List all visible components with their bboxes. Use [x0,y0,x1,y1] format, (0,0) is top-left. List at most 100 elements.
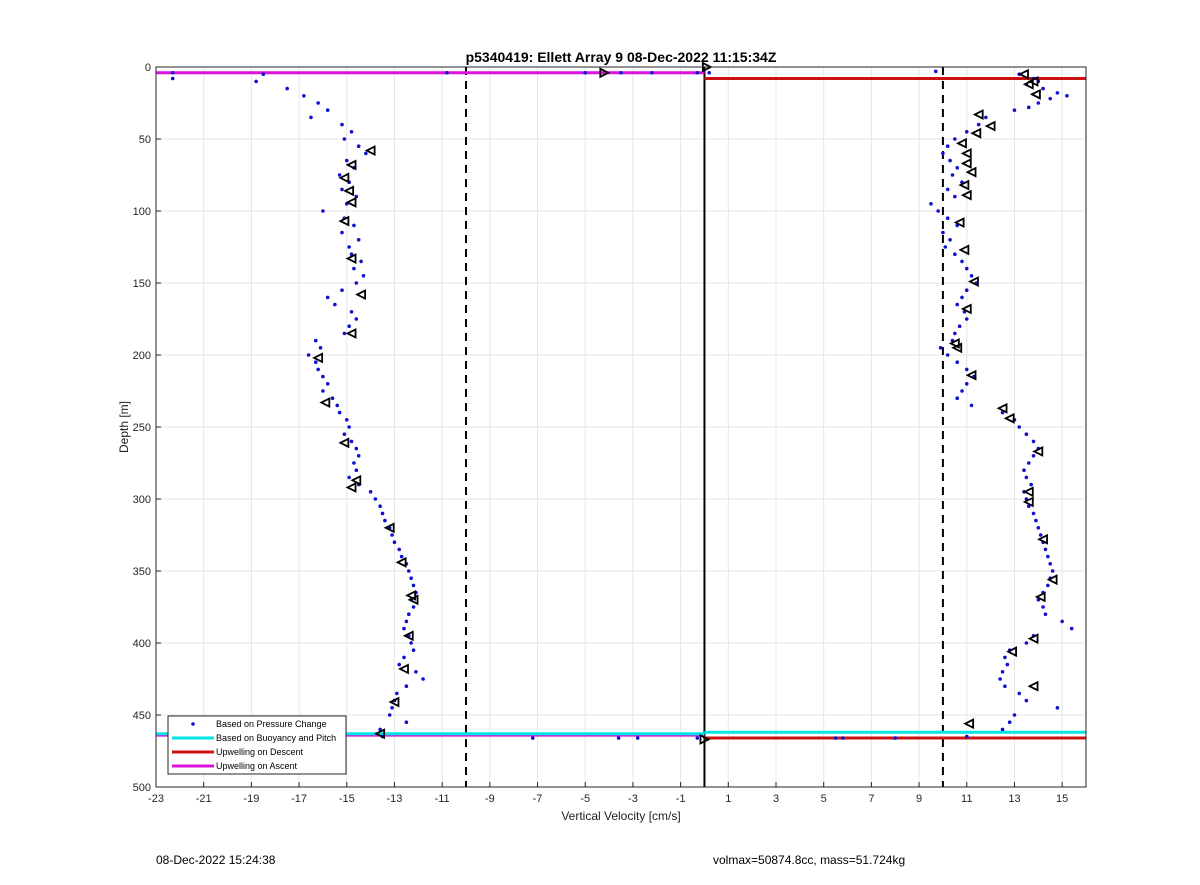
pressure-point [414,670,418,674]
pressure-point [945,187,950,192]
pressure-point [1024,475,1029,480]
pressure-point [964,288,969,293]
pressure-point [960,259,964,264]
buoyancy-marker [960,158,972,169]
pressure-point [1024,698,1029,703]
pressure-point [387,713,392,717]
x-tick-label: 15 [1056,793,1068,805]
x-tick-label: 7 [868,793,874,805]
pressure-point [953,137,957,141]
pressure-point [1048,562,1053,566]
axes: -23 -21 -19 -17 -15 -13 -11 -9 -7 -5 -3 -1 1 3 5 7 9 11 13… [133,62,1087,805]
pressure-point [359,259,363,264]
buoyancy-marker [965,166,977,178]
pressure-point [347,324,351,329]
pressure-point [356,238,361,242]
pressure-point [945,216,950,220]
pressure-point [695,736,700,740]
pressure-point [321,374,325,379]
pressure-point [347,245,351,249]
pressure-point [1005,662,1010,667]
pressure-point [254,79,258,84]
pressure-point [929,202,933,206]
pressure-point [893,736,898,740]
pressure-point [340,288,344,293]
pressure-point [340,122,344,127]
x-tick-label: 13 [1008,793,1020,805]
x-tick-label: -11 [435,793,450,805]
pressure-point [969,274,974,278]
pressure-point [354,446,359,451]
pressure-point [1022,468,1026,473]
pressure-point [409,641,413,645]
pressure-point [302,94,306,98]
buoyancy-marker [1022,78,1034,90]
buoyancy-marker [955,137,967,149]
pressure-point [321,209,325,213]
pressure-point [383,518,387,523]
pressure-point [373,497,378,501]
y-tick-label: 500 [133,782,151,794]
buoyancy-marker [953,217,965,228]
pressure-point [337,173,342,177]
x-tick-label: 9 [916,793,922,805]
pressure-point [1065,94,1069,98]
pressure-point [960,295,964,300]
buoyancy-marker [364,145,376,156]
pressure-point [936,209,940,213]
pressure-point [1017,691,1022,696]
buoyancy-marker [1037,533,1048,545]
pressure-point [330,396,335,401]
pressure-point [337,410,342,415]
pressure-point [313,360,318,365]
pressure-point [170,76,175,81]
pressure-point [1000,670,1005,674]
pressure-point [354,468,359,473]
pressure-point [395,691,399,696]
legend-label: Upwelling on Ascent [216,761,298,771]
pressure-point [945,144,950,148]
buoyancy-marker [319,397,331,408]
buoyancy-marker [345,159,357,171]
x-tick-label: -9 [485,793,495,805]
pressure-point [833,736,838,740]
pressure-point [945,353,950,357]
pressure-point [941,230,945,235]
pressure-point [321,389,325,393]
x-tick-label: -7 [533,793,543,805]
y-tick-label: 400 [133,638,151,650]
buoyancy-marker [355,289,366,300]
buoyancy-marker [395,556,407,568]
chart-title: p5340419: Ellett Array 9 08-Dec-2022 11:… [466,49,777,65]
buoyancy-marker [345,482,357,493]
pressure-point [1026,105,1031,110]
pressure-point [1017,425,1022,429]
pressure-point [1055,706,1060,710]
y-tick-label: 50 [139,134,151,146]
pressure-point [1043,547,1048,552]
buoyancy-marker [338,215,350,227]
pressure-point [352,461,356,465]
pressure-point [530,736,535,740]
pressure-point [616,736,621,740]
pressure-point [1000,727,1005,732]
pressure-point [964,734,969,739]
pressure-point [404,720,409,724]
x-tick-label: -15 [339,793,355,805]
pressure-point [1060,619,1064,624]
x-tick-label: -13 [387,793,403,805]
footer-volmax-mass: volmax=50874.8cc, mass=51.724kg [713,853,906,867]
x-axis-label: Vertical Velocity [cm/s] [561,809,680,823]
pressure-point [316,367,320,372]
pressure-point [695,70,700,75]
x-tick-label: -17 [291,793,307,805]
pressure-point [390,706,394,710]
reference-lines [465,67,944,787]
pressure-point [285,86,289,91]
pressure-point [943,245,948,249]
pressure-point [948,238,952,242]
y-tick-label: 0 [145,62,151,74]
buoyancy-marker [345,253,357,264]
pressure-point [261,72,266,76]
pressure-point [1031,511,1036,516]
